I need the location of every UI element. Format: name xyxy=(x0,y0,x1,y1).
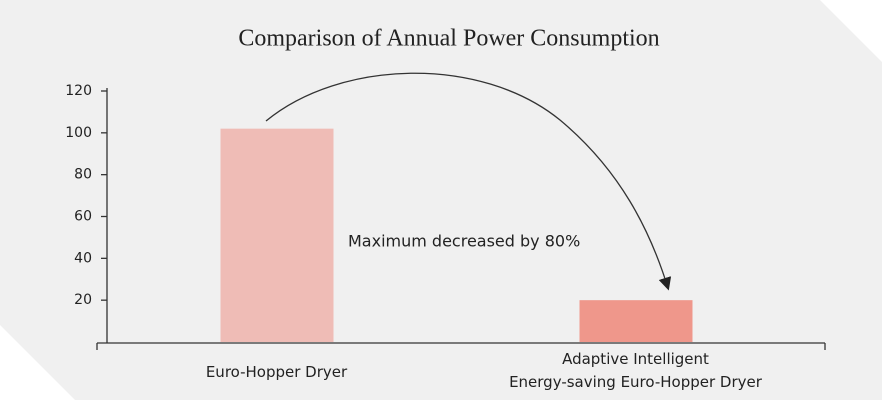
bar xyxy=(220,128,334,342)
y-tick-label: 40 xyxy=(74,250,92,266)
chart-title: Comparison of Annual Power Consumption xyxy=(238,26,659,52)
y-tick-label: 100 xyxy=(65,125,92,141)
y-tick-label: 120 xyxy=(65,83,92,99)
x-tick-label: Euro-Hopper Dryer xyxy=(206,363,348,381)
corner xyxy=(0,325,75,400)
arrow xyxy=(265,72,672,291)
y-tick-label: 60 xyxy=(74,209,92,225)
x-tick-label: Adaptive Intelligent Energy-saving Euro-H… xyxy=(509,350,763,391)
bar xyxy=(579,300,693,342)
corner xyxy=(820,0,882,62)
y-tick-label: 80 xyxy=(74,167,92,183)
y-tick-label: 20 xyxy=(74,292,92,308)
annotation: Maximum decreased by 80% xyxy=(348,232,580,251)
